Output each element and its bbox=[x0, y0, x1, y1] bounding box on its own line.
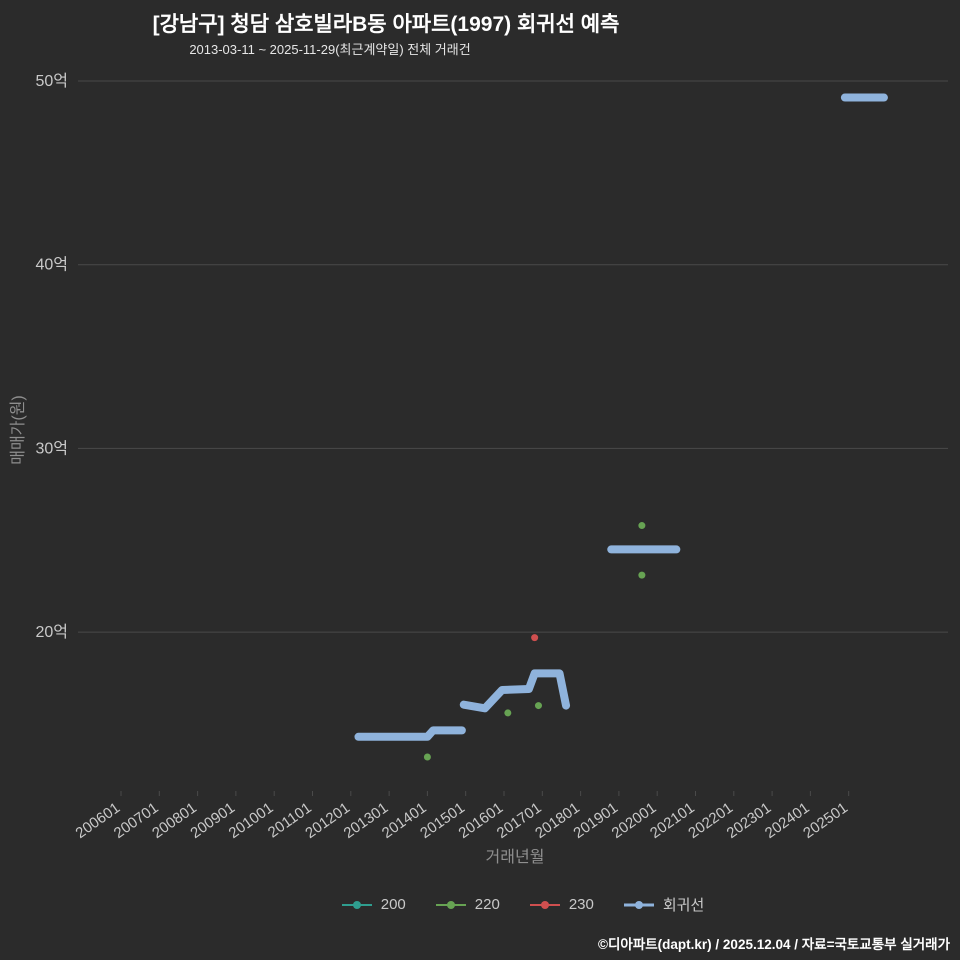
y-tick-label: 20억 bbox=[35, 623, 68, 641]
data-point-220[interactable] bbox=[504, 709, 512, 717]
x-tick-label: 202501 bbox=[800, 799, 851, 842]
regression-line-segment[interactable] bbox=[354, 726, 466, 741]
x-axis-title: 거래년월 bbox=[485, 849, 545, 866]
footer-credit: ©디아파트(dapt.kr) / 2025.12.04 / 자료=국토교통부 실… bbox=[598, 937, 950, 952]
data-point-220[interactable] bbox=[423, 753, 431, 761]
chart-title: [강남구] 청담 삼호빌라B동 아파트(1997) 회귀선 예측 bbox=[152, 13, 620, 36]
chart-subtitle: 2013-03-11 ~ 2025-11-29(최근계약일) 전체 거래건 bbox=[189, 42, 471, 57]
legend-glyph-icon bbox=[435, 900, 466, 909]
y-axis-title: 매매가(원) bbox=[10, 395, 27, 465]
y-tick-label: 40억 bbox=[35, 256, 68, 274]
y-tick-label: 30억 bbox=[35, 439, 68, 457]
legend-item-230[interactable]: 230 bbox=[528, 896, 594, 913]
regression-line-segment[interactable] bbox=[459, 669, 571, 713]
legend-glyph-icon bbox=[529, 900, 560, 909]
legend: 200 220 230 회귀선 bbox=[0, 894, 960, 915]
legend-item-label: 회귀선 bbox=[662, 897, 705, 914]
legend-item-label: 200 bbox=[380, 896, 406, 913]
legend-item-회귀선[interactable]: 회귀선 bbox=[622, 894, 704, 915]
x-tick-label: 201001 bbox=[226, 799, 277, 842]
data-point-230[interactable] bbox=[531, 634, 539, 642]
legend-item-label: 230 bbox=[568, 896, 594, 913]
legend-glyph-icon bbox=[341, 900, 372, 909]
legend-item-200[interactable]: 200 bbox=[340, 896, 406, 913]
legend-item-label: 220 bbox=[474, 896, 500, 913]
legend-item-220[interactable]: 220 bbox=[434, 896, 500, 913]
data-point-220[interactable] bbox=[534, 702, 542, 710]
data-point-220[interactable] bbox=[638, 522, 646, 530]
y-tick-label: 50억 bbox=[35, 72, 68, 90]
legend-glyph-icon bbox=[623, 900, 654, 909]
data-point-220[interactable] bbox=[638, 571, 646, 579]
